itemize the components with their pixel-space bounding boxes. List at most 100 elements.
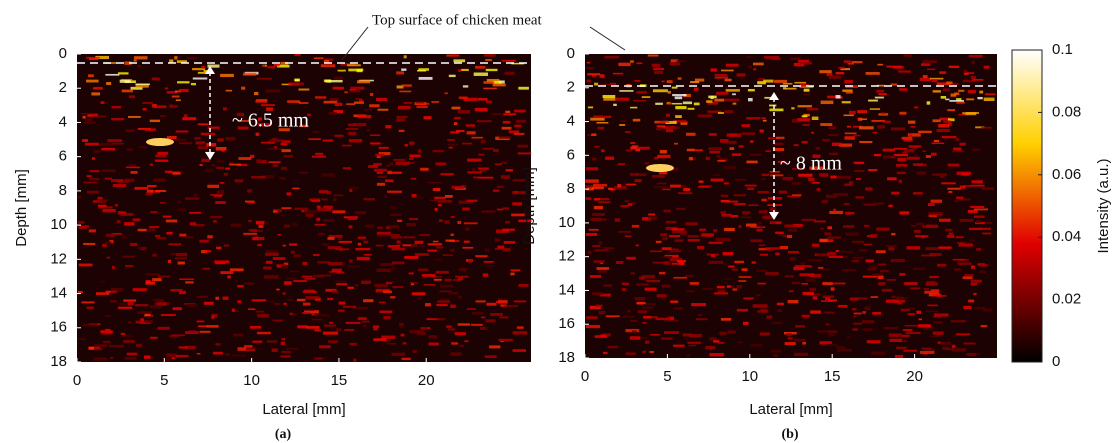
speckle	[716, 91, 729, 95]
speckle	[708, 241, 723, 244]
speckle	[724, 200, 739, 203]
speckle	[733, 194, 747, 197]
speckle	[687, 107, 695, 110]
speckle	[516, 326, 524, 329]
speckle	[403, 55, 407, 59]
speckle	[462, 85, 469, 88]
speckle	[670, 300, 679, 303]
speckle	[759, 225, 764, 228]
speckle	[600, 262, 604, 265]
speckle	[327, 237, 335, 240]
speckle	[178, 346, 188, 349]
speckle	[738, 224, 742, 229]
speckle	[344, 328, 355, 331]
y-tick-label: 2	[59, 79, 67, 96]
speckle	[225, 167, 231, 170]
speckle	[320, 64, 336, 68]
speckle	[899, 111, 907, 115]
speckle	[271, 348, 278, 352]
speckle	[713, 174, 721, 177]
speckle	[708, 260, 724, 264]
speckle	[958, 243, 974, 247]
speckle	[418, 268, 429, 272]
speckle	[827, 251, 837, 256]
speckle	[474, 107, 488, 112]
speckle	[845, 232, 859, 236]
speckle	[929, 275, 940, 279]
speckle	[120, 211, 127, 215]
speckle	[265, 260, 273, 264]
speckle	[498, 80, 505, 84]
speckle	[741, 268, 748, 271]
speckle	[409, 154, 421, 158]
speckle	[723, 227, 735, 232]
speckle	[728, 140, 737, 145]
speckle	[933, 321, 943, 324]
speckle	[311, 155, 326, 158]
speckle	[760, 308, 768, 312]
speckle	[671, 86, 678, 89]
speckle	[936, 293, 942, 297]
speckle	[119, 302, 131, 305]
speckle	[624, 235, 632, 237]
speckle	[954, 92, 960, 95]
speckle	[505, 169, 513, 172]
speckle	[946, 81, 953, 85]
speckle	[862, 311, 867, 314]
speckle	[928, 211, 943, 216]
speckle	[819, 238, 828, 243]
speckle	[355, 247, 371, 251]
speckle	[156, 300, 165, 303]
speckle	[595, 304, 603, 308]
speckle	[717, 289, 726, 293]
speckle	[761, 198, 767, 202]
speckle	[893, 66, 904, 69]
speckle	[243, 232, 257, 235]
speckle	[723, 277, 733, 280]
speckle	[908, 133, 913, 137]
speckle	[270, 300, 275, 304]
speckle	[234, 179, 244, 183]
speckle	[486, 78, 500, 83]
speckle	[622, 316, 635, 318]
speckle	[709, 337, 717, 341]
speckle	[387, 171, 402, 174]
speckle	[763, 215, 770, 218]
speckle	[317, 261, 331, 264]
speckle	[428, 342, 439, 346]
speckle	[874, 96, 884, 99]
speckle	[725, 89, 740, 92]
speckle	[971, 148, 981, 151]
speckle	[728, 265, 735, 268]
speckle	[447, 143, 459, 146]
speckle	[819, 173, 829, 177]
speckle	[591, 292, 603, 296]
speckle	[873, 153, 881, 157]
speckle	[100, 330, 113, 334]
speckle	[916, 171, 927, 175]
speckle	[215, 262, 226, 265]
speckle	[373, 163, 382, 166]
speckle	[597, 218, 607, 221]
speckle	[933, 315, 942, 318]
speckle	[698, 180, 704, 183]
speckle	[281, 207, 292, 209]
speckle	[490, 313, 503, 316]
speckle	[493, 149, 499, 153]
speckle	[383, 290, 392, 293]
speckle	[322, 243, 330, 246]
speckle	[973, 215, 985, 218]
speckle	[166, 231, 173, 235]
speckle	[798, 173, 813, 177]
speckle	[219, 182, 225, 184]
speckle	[194, 137, 201, 140]
speckle	[947, 348, 955, 351]
speckle	[389, 234, 400, 236]
y-axis-label: Depth [mm]	[521, 167, 538, 245]
speckle	[216, 190, 225, 194]
speckle	[500, 340, 504, 343]
speckle	[838, 250, 853, 253]
speckle	[107, 139, 123, 143]
speckle	[707, 101, 719, 105]
speckle	[649, 350, 654, 353]
